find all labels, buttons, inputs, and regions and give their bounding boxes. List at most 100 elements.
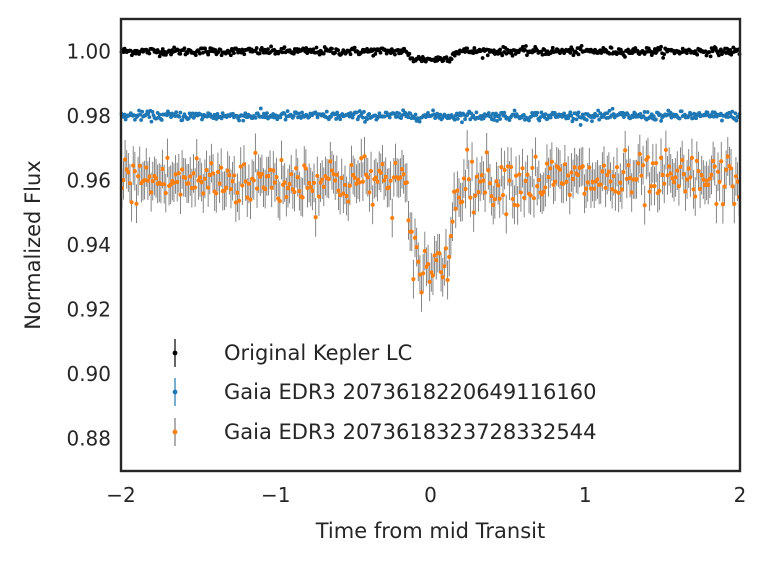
data-point bbox=[295, 175, 300, 180]
data-point bbox=[341, 191, 346, 196]
x-tick-label: 1 bbox=[579, 483, 592, 507]
data-point bbox=[282, 45, 287, 50]
data-point bbox=[639, 173, 644, 178]
legend-point-marker bbox=[172, 389, 178, 395]
data-point bbox=[241, 162, 247, 167]
data-point bbox=[544, 161, 550, 166]
data-point bbox=[493, 114, 497, 119]
data-point bbox=[282, 111, 287, 116]
data-point bbox=[550, 45, 555, 50]
data-point bbox=[145, 178, 150, 183]
data-point bbox=[373, 52, 378, 56]
data-point bbox=[178, 52, 183, 56]
data-point bbox=[463, 117, 467, 122]
data-point bbox=[380, 162, 385, 167]
y-axis-label: Normalized Flux bbox=[21, 160, 45, 329]
data-point bbox=[174, 110, 179, 115]
data-point bbox=[417, 272, 423, 277]
data-point bbox=[496, 183, 501, 188]
data-point bbox=[734, 118, 739, 123]
data-point bbox=[162, 182, 167, 187]
data-point bbox=[486, 111, 491, 115]
data-point bbox=[505, 164, 510, 169]
data-point bbox=[407, 51, 412, 56]
data-point bbox=[716, 53, 721, 58]
data-point bbox=[129, 200, 134, 205]
data-point bbox=[621, 50, 625, 55]
x-tick-label: 2 bbox=[734, 483, 747, 507]
data-point bbox=[336, 48, 341, 53]
data-point bbox=[583, 186, 589, 191]
x-tick-label: −1 bbox=[261, 483, 290, 507]
data-point bbox=[566, 116, 571, 121]
data-point bbox=[185, 51, 190, 55]
data-point bbox=[219, 116, 224, 121]
data-point bbox=[263, 186, 268, 192]
data-point bbox=[153, 176, 159, 181]
data-point bbox=[150, 109, 155, 114]
data-point bbox=[131, 163, 136, 168]
data-point bbox=[228, 186, 234, 192]
data-point bbox=[725, 46, 730, 51]
data-point bbox=[406, 115, 411, 120]
data-point bbox=[460, 199, 465, 204]
data-point bbox=[496, 51, 500, 56]
y-tick-label: 0.96 bbox=[66, 168, 111, 192]
data-point bbox=[235, 190, 240, 195]
data-point bbox=[123, 117, 128, 122]
data-point bbox=[537, 118, 542, 123]
data-point bbox=[626, 163, 631, 168]
data-point bbox=[695, 52, 700, 57]
data-point bbox=[121, 178, 126, 183]
data-point bbox=[269, 185, 274, 190]
data-point bbox=[486, 168, 491, 173]
data-point bbox=[543, 185, 548, 190]
data-point bbox=[434, 258, 439, 263]
data-point bbox=[431, 108, 435, 113]
data-point bbox=[605, 172, 610, 178]
data-point bbox=[471, 210, 476, 215]
data-point bbox=[279, 157, 284, 163]
data-point bbox=[567, 192, 572, 198]
data-point bbox=[178, 192, 183, 197]
data-point bbox=[504, 212, 509, 217]
data-point bbox=[557, 167, 563, 172]
data-point bbox=[659, 119, 663, 123]
data-point bbox=[183, 175, 188, 180]
y-tick-label: 0.88 bbox=[66, 427, 111, 451]
data-point bbox=[334, 172, 339, 177]
data-point bbox=[487, 181, 493, 186]
data-point bbox=[485, 53, 490, 58]
data-point bbox=[460, 120, 464, 125]
data-point bbox=[285, 109, 290, 113]
data-point bbox=[618, 47, 623, 52]
data-point bbox=[357, 180, 362, 185]
data-point bbox=[426, 111, 430, 115]
data-point bbox=[215, 169, 221, 175]
data-point bbox=[510, 196, 515, 202]
data-point bbox=[413, 112, 418, 117]
data-point bbox=[256, 171, 261, 176]
data-point bbox=[531, 196, 537, 201]
data-point bbox=[568, 50, 573, 55]
data-point bbox=[243, 179, 248, 184]
data-point bbox=[409, 229, 414, 234]
data-point bbox=[267, 167, 273, 172]
data-point bbox=[730, 109, 735, 114]
data-point bbox=[339, 175, 344, 181]
data-point bbox=[253, 150, 258, 155]
data-point bbox=[590, 119, 594, 123]
data-point bbox=[489, 194, 494, 199]
data-point bbox=[241, 118, 246, 123]
data-point bbox=[548, 115, 553, 120]
data-point bbox=[378, 50, 383, 55]
data-point bbox=[317, 52, 322, 57]
data-point bbox=[569, 113, 574, 118]
data-point bbox=[527, 118, 531, 123]
data-point bbox=[512, 202, 517, 207]
data-point bbox=[491, 111, 495, 116]
data-point bbox=[361, 115, 365, 120]
data-point bbox=[494, 111, 498, 116]
data-point bbox=[686, 166, 691, 171]
data-point bbox=[543, 112, 548, 117]
